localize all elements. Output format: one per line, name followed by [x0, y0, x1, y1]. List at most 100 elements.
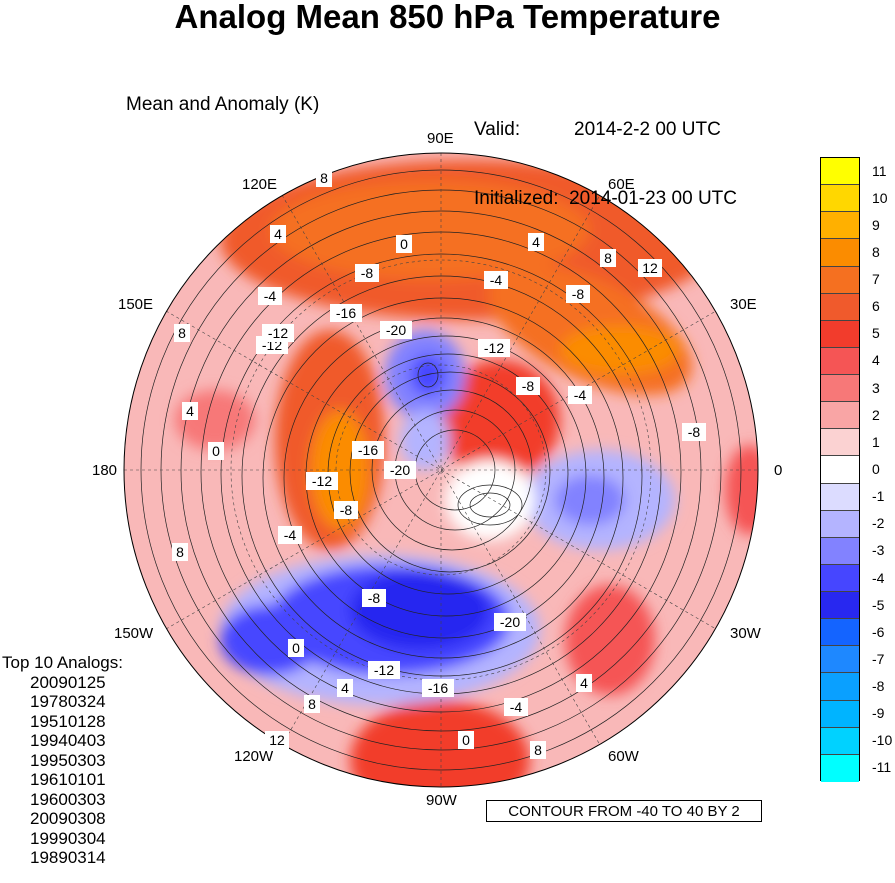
contour-label-box: [600, 249, 616, 267]
contour-label: 8: [176, 544, 184, 560]
contour-label: 8: [178, 325, 186, 341]
contour-label: -20: [500, 614, 520, 630]
contour-label: -12: [312, 473, 332, 489]
colorbar-label: -7: [872, 650, 885, 667]
contour-label: -8: [688, 424, 701, 440]
lon-label-120e: 120E: [242, 176, 278, 193]
lon-label-60w: 60W: [608, 748, 639, 765]
colorbar-swatch: [821, 564, 859, 592]
contour-label: -16: [358, 442, 378, 458]
colorbar-label: -6: [872, 623, 885, 640]
colorbar-swatch: [821, 429, 859, 457]
valid-value: 2014-2-2 00 UTC: [574, 119, 721, 140]
colorbar-swatch: [821, 673, 859, 701]
contour-label-box: [528, 233, 544, 251]
lon-label-150e: 150E: [118, 296, 154, 313]
colorbar-label: -4: [872, 569, 885, 586]
contour-label: 8: [320, 170, 328, 186]
contour-label-box: [288, 639, 304, 657]
colorbar-label: -11: [872, 759, 892, 776]
warm-anomaly-east: [565, 585, 655, 695]
lon-label-0: 0: [774, 462, 783, 479]
contour-label: -12: [268, 325, 288, 341]
colorbar-swatch: [821, 347, 859, 375]
contour-labels: 8 4 0 4 8 12 -4 -8 -4 -8 -16 -20 -12 -12 -8 -4 8 4 0 -12 -16…: [172, 169, 706, 759]
colorbar-swatch: [821, 266, 859, 294]
colorbar-swatch: [821, 239, 859, 267]
lon-label-60e: 60E: [608, 176, 635, 193]
valid-label: Valid:: [474, 119, 521, 140]
colorbar-swatch: [821, 483, 859, 511]
colorbar-swatch: [821, 185, 859, 213]
contour-label-box: [494, 613, 526, 631]
colorbar-label: -5: [872, 596, 885, 613]
contour-label-box: [478, 339, 510, 357]
contour-label: 4: [186, 403, 194, 419]
colorbar-label: 8: [872, 243, 880, 260]
colorbar-swatch: [821, 754, 859, 782]
contour-label-box: [516, 377, 540, 395]
analog-date: 19940403: [30, 731, 106, 750]
colorbar-label: 5: [872, 325, 880, 342]
contour-label: -4: [490, 272, 503, 288]
contour-label: 8: [534, 742, 542, 758]
contour-label-box: [330, 304, 362, 322]
analogs-heading: Top 10 Analogs:: [2, 653, 123, 672]
colorbar-swatch: [821, 592, 859, 620]
analog-date: 19610101: [30, 770, 106, 789]
contour-label: 0: [400, 236, 408, 252]
contour-label: 8: [604, 250, 612, 266]
lon-label-120w: 120W: [234, 748, 274, 765]
colorbar-label: 6: [872, 298, 880, 315]
contour-label: 0: [212, 443, 220, 459]
colorbar-swatch: [821, 619, 859, 647]
contour-label-box: [278, 526, 302, 544]
colorbar-swatch: [821, 402, 859, 430]
contour-label-box: [306, 472, 338, 490]
colorbar-label: 11: [872, 162, 887, 179]
contour-label: -16: [428, 680, 448, 696]
lon-label-90e: 90E: [427, 130, 454, 147]
contour-label: 4: [580, 675, 588, 691]
contour-label: -20: [386, 322, 406, 338]
lon-label-30e: 30E: [730, 296, 757, 313]
colorbar-label: 7: [872, 271, 880, 288]
lon-label-150w: 150W: [114, 625, 154, 642]
contour-info-box: CONTOUR FROM -40 TO 40 BY 2: [486, 800, 762, 822]
contour-label: -4: [510, 699, 523, 715]
analog-date: 19990304: [30, 828, 106, 848]
contour-label-box: [337, 679, 353, 697]
analog-date: 20090125: [30, 672, 106, 692]
cold-anomaly-southwest-core: [350, 570, 490, 650]
contour-label: -4: [284, 527, 297, 543]
colorbar-label: 2: [872, 406, 880, 423]
contour-label-box: [396, 235, 412, 253]
contour-label-box: [316, 169, 332, 187]
contour-label: 12: [642, 260, 658, 276]
colorbar-swatch: [821, 456, 859, 484]
colorbar-swatch: [821, 158, 859, 186]
contour-label-box: [270, 225, 286, 243]
contour-label-box: [208, 442, 224, 460]
lon-label-180: 180: [92, 462, 118, 479]
analog-date: 19510128: [30, 711, 106, 731]
contour-label: 0: [462, 732, 470, 748]
init-value: 2014-01-23 00 UTC: [569, 188, 737, 209]
contour-label-box: [304, 695, 320, 713]
contour-label-box: [638, 259, 662, 277]
cold-anomaly-polar-core: [410, 355, 446, 395]
validity-info: Valid: 2014-2-2 00 UTC Initialized: 2014-…: [474, 72, 737, 233]
contour-label: 12: [269, 732, 285, 748]
colorbar-label: -2: [872, 515, 885, 532]
contour-label-box: [172, 543, 188, 561]
contour-label-box: [368, 661, 400, 679]
contour-label-box: [258, 287, 282, 305]
contour-label-box: [458, 731, 474, 749]
colorbar-label: -9: [872, 705, 885, 722]
contour-label: 4: [532, 234, 540, 250]
analog-date: 19600303: [30, 789, 106, 809]
warm-anomaly-far-east: [725, 445, 758, 535]
contour-label: -4: [574, 387, 587, 403]
